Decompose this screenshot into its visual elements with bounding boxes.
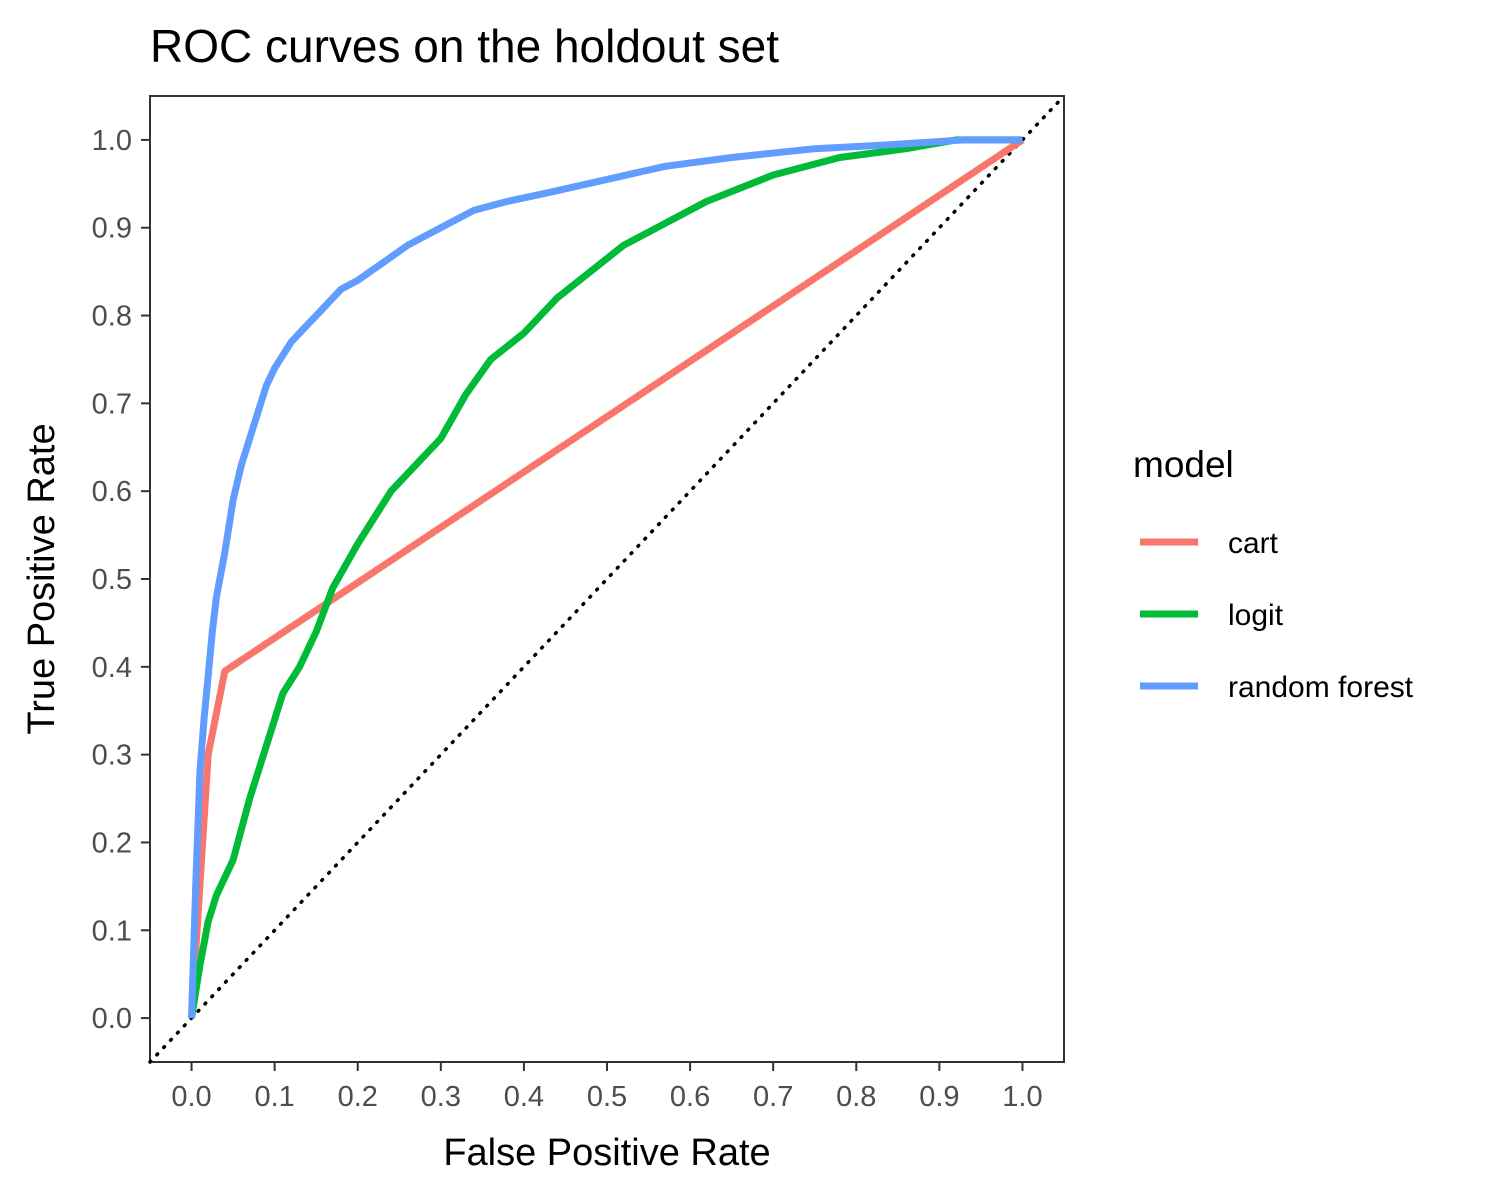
reference-line-layer — [148, 94, 1066, 1064]
legend-title: model — [1133, 444, 1234, 485]
series-layer — [188, 136, 1025, 1019]
y-axis: 0.0 0.1 0.2 0.3 0.4 0.5 0.6 0.7 0.8 0.9 1.0 — [92, 125, 150, 1035]
y-tick-label: 0.8 — [92, 301, 132, 333]
x-tick-label: 0.5 — [587, 1081, 627, 1113]
x-tick-label: 0.9 — [919, 1081, 959, 1113]
legend: model cart logit random forest — [1133, 444, 1414, 704]
y-tick-label: 0.1 — [92, 915, 132, 947]
y-tick-label: 0.5 — [92, 564, 132, 596]
y-tick-label: 1.0 — [92, 125, 132, 157]
x-tick-label: 0.7 — [753, 1081, 793, 1113]
x-axis-title: False Positive Rate — [443, 1132, 770, 1174]
x-tick-label: 0.8 — [836, 1081, 876, 1113]
chart-title: ROC curves on the holdout set — [150, 20, 779, 72]
x-axis: 0.0 0.1 0.2 0.3 0.4 0.5 0.6 0.7 0.8 0.9 1.0 — [171, 1062, 1043, 1113]
x-tick-label: 0.0 — [171, 1081, 211, 1113]
y-tick-label: 0.2 — [92, 827, 132, 859]
x-tick-label: 0.1 — [254, 1081, 294, 1113]
x-tick-label: 0.2 — [338, 1081, 378, 1113]
y-tick-label: 0.4 — [92, 652, 132, 684]
legend-label: random forest — [1228, 671, 1414, 704]
series-line-logit — [188, 136, 1023, 1019]
y-tick-label: 0.6 — [92, 476, 132, 508]
series-line-cart — [188, 136, 1025, 1019]
series-line-random-forest — [188, 136, 1023, 1019]
x-tick-label: 0.3 — [421, 1081, 461, 1113]
y-tick-label: 0.0 — [92, 1003, 132, 1035]
legend-items: cart logit random forest — [1140, 527, 1414, 704]
y-tick-label: 0.3 — [92, 740, 132, 772]
y-tick-label: 0.7 — [92, 388, 132, 420]
legend-label: cart — [1228, 527, 1279, 560]
x-tick-label: 1.0 — [1002, 1081, 1042, 1113]
x-tick-label: 0.4 — [504, 1081, 544, 1113]
reference-diagonal-line — [148, 94, 1066, 1064]
y-tick-label: 0.9 — [92, 213, 132, 245]
x-tick-label: 0.6 — [670, 1081, 710, 1113]
y-axis-title: True Positive Rate — [21, 423, 63, 734]
legend-label: logit — [1228, 599, 1284, 632]
